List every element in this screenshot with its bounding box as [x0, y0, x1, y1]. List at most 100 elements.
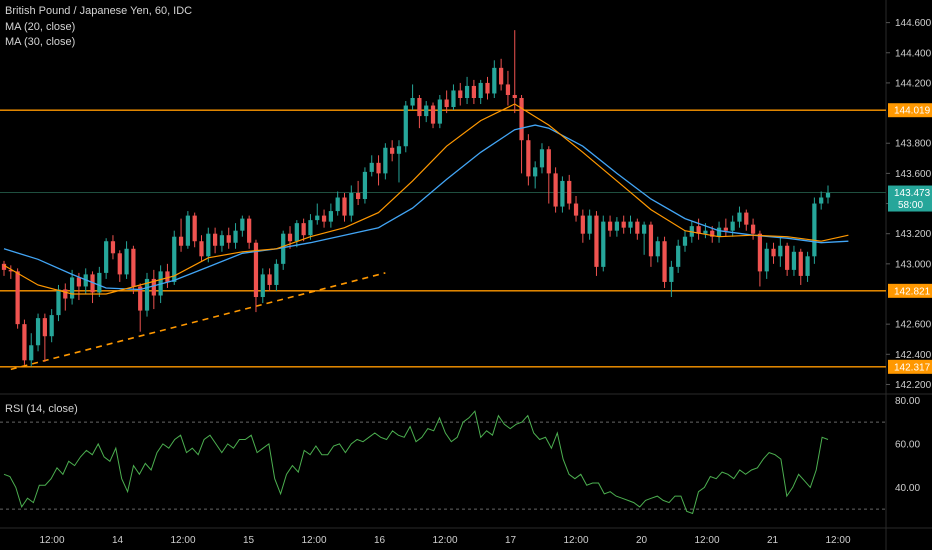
candle[interactable]: [567, 174, 572, 210]
candle[interactable]: [199, 235, 204, 261]
candle[interactable]: [287, 226, 293, 249]
candle[interactable]: [410, 84, 415, 111]
candle[interactable]: [424, 101, 429, 123]
candle[interactable]: [607, 215, 613, 237]
candle[interactable]: [764, 242, 769, 279]
candle[interactable]: [737, 206, 742, 228]
candle[interactable]: [451, 84, 456, 111]
candle[interactable]: [669, 260, 674, 298]
candle[interactable]: [321, 209, 327, 228]
candle[interactable]: [315, 203, 320, 225]
candle[interactable]: [635, 218, 640, 240]
candle[interactable]: [110, 235, 116, 260]
candle[interactable]: [396, 140, 402, 183]
candle[interactable]: [825, 185, 831, 204]
candle[interactable]: [587, 209, 592, 240]
candle[interactable]: [29, 333, 34, 367]
candle[interactable]: [301, 218, 306, 242]
candle[interactable]: [573, 196, 579, 222]
candle[interactable]: [294, 220, 299, 248]
candle[interactable]: [233, 223, 238, 249]
candle[interactable]: [471, 79, 476, 105]
candle[interactable]: [716, 221, 722, 243]
candle[interactable]: [22, 319, 27, 365]
candle[interactable]: [104, 238, 109, 279]
candle[interactable]: [90, 271, 95, 304]
candle[interactable]: [533, 161, 538, 189]
candle[interactable]: [117, 250, 122, 282]
candle[interactable]: [335, 191, 340, 216]
candle[interactable]: [648, 221, 654, 267]
candle[interactable]: [192, 212, 197, 248]
candle[interactable]: [791, 245, 797, 276]
candle[interactable]: [696, 218, 701, 240]
candle[interactable]: [8, 265, 13, 279]
candle[interactable]: [383, 143, 388, 180]
candle[interactable]: [723, 218, 728, 237]
candle[interactable]: [356, 180, 361, 206]
candle[interactable]: [505, 70, 511, 106]
candle[interactable]: [437, 94, 442, 129]
candle[interactable]: [628, 215, 633, 234]
candle[interactable]: [458, 82, 463, 106]
candle[interactable]: [464, 76, 470, 105]
candle[interactable]: [15, 268, 20, 329]
candle[interactable]: [676, 239, 681, 273]
candle[interactable]: [662, 236, 667, 288]
candle[interactable]: [151, 269, 156, 310]
candle[interactable]: [757, 230, 763, 287]
candle[interactable]: [131, 245, 136, 294]
candle[interactable]: [42, 313, 47, 362]
candle[interactable]: [601, 215, 606, 272]
candle[interactable]: [614, 217, 620, 237]
candle[interactable]: [97, 266, 102, 298]
candle[interactable]: [342, 192, 347, 222]
candle[interactable]: [219, 230, 225, 252]
candle[interactable]: [805, 251, 810, 282]
candle[interactable]: [138, 283, 143, 332]
candle[interactable]: [49, 309, 54, 343]
candle[interactable]: [546, 146, 551, 204]
candle[interactable]: [274, 259, 279, 291]
candle[interactable]: [226, 227, 231, 249]
candle[interactable]: [362, 167, 368, 204]
candle[interactable]: [35, 313, 41, 352]
candle[interactable]: [178, 218, 184, 252]
candle[interactable]: [655, 236, 660, 263]
candle[interactable]: [390, 140, 395, 162]
candle[interactable]: [206, 227, 211, 263]
candle[interactable]: [349, 185, 354, 222]
candle[interactable]: [369, 155, 374, 177]
candle[interactable]: [771, 242, 776, 264]
axis-layer[interactable]: 144.600 144.400 144.200 143.800 143.600 143.4…: [39, 18, 932, 546]
candle[interactable]: [580, 209, 585, 243]
candle[interactable]: [492, 60, 497, 98]
candle[interactable]: [247, 215, 252, 249]
candle[interactable]: [485, 76, 490, 100]
candle[interactable]: [144, 272, 150, 317]
candle[interactable]: [124, 241, 129, 279]
candle[interactable]: [328, 203, 333, 228]
candle[interactable]: [539, 143, 545, 174]
candle[interactable]: [594, 211, 599, 276]
candle[interactable]: [417, 94, 422, 129]
candle[interactable]: [212, 227, 218, 254]
candle[interactable]: [240, 215, 245, 237]
candle[interactable]: [621, 215, 626, 234]
candle[interactable]: [260, 268, 265, 304]
support-trendline[interactable]: [10, 272, 386, 371]
candle[interactable]: [1, 260, 7, 276]
candle[interactable]: [526, 134, 531, 186]
candle[interactable]: [430, 102, 436, 129]
candle[interactable]: [185, 211, 190, 249]
candle[interactable]: [750, 218, 756, 240]
candle[interactable]: [403, 101, 408, 153]
candle[interactable]: [376, 155, 381, 186]
candle[interactable]: [642, 221, 647, 255]
candle[interactable]: [281, 230, 286, 270]
candle[interactable]: [778, 236, 783, 267]
candle[interactable]: [682, 230, 688, 252]
candle[interactable]: [69, 269, 75, 305]
candle[interactable]: [267, 268, 272, 291]
candle[interactable]: [553, 167, 558, 213]
